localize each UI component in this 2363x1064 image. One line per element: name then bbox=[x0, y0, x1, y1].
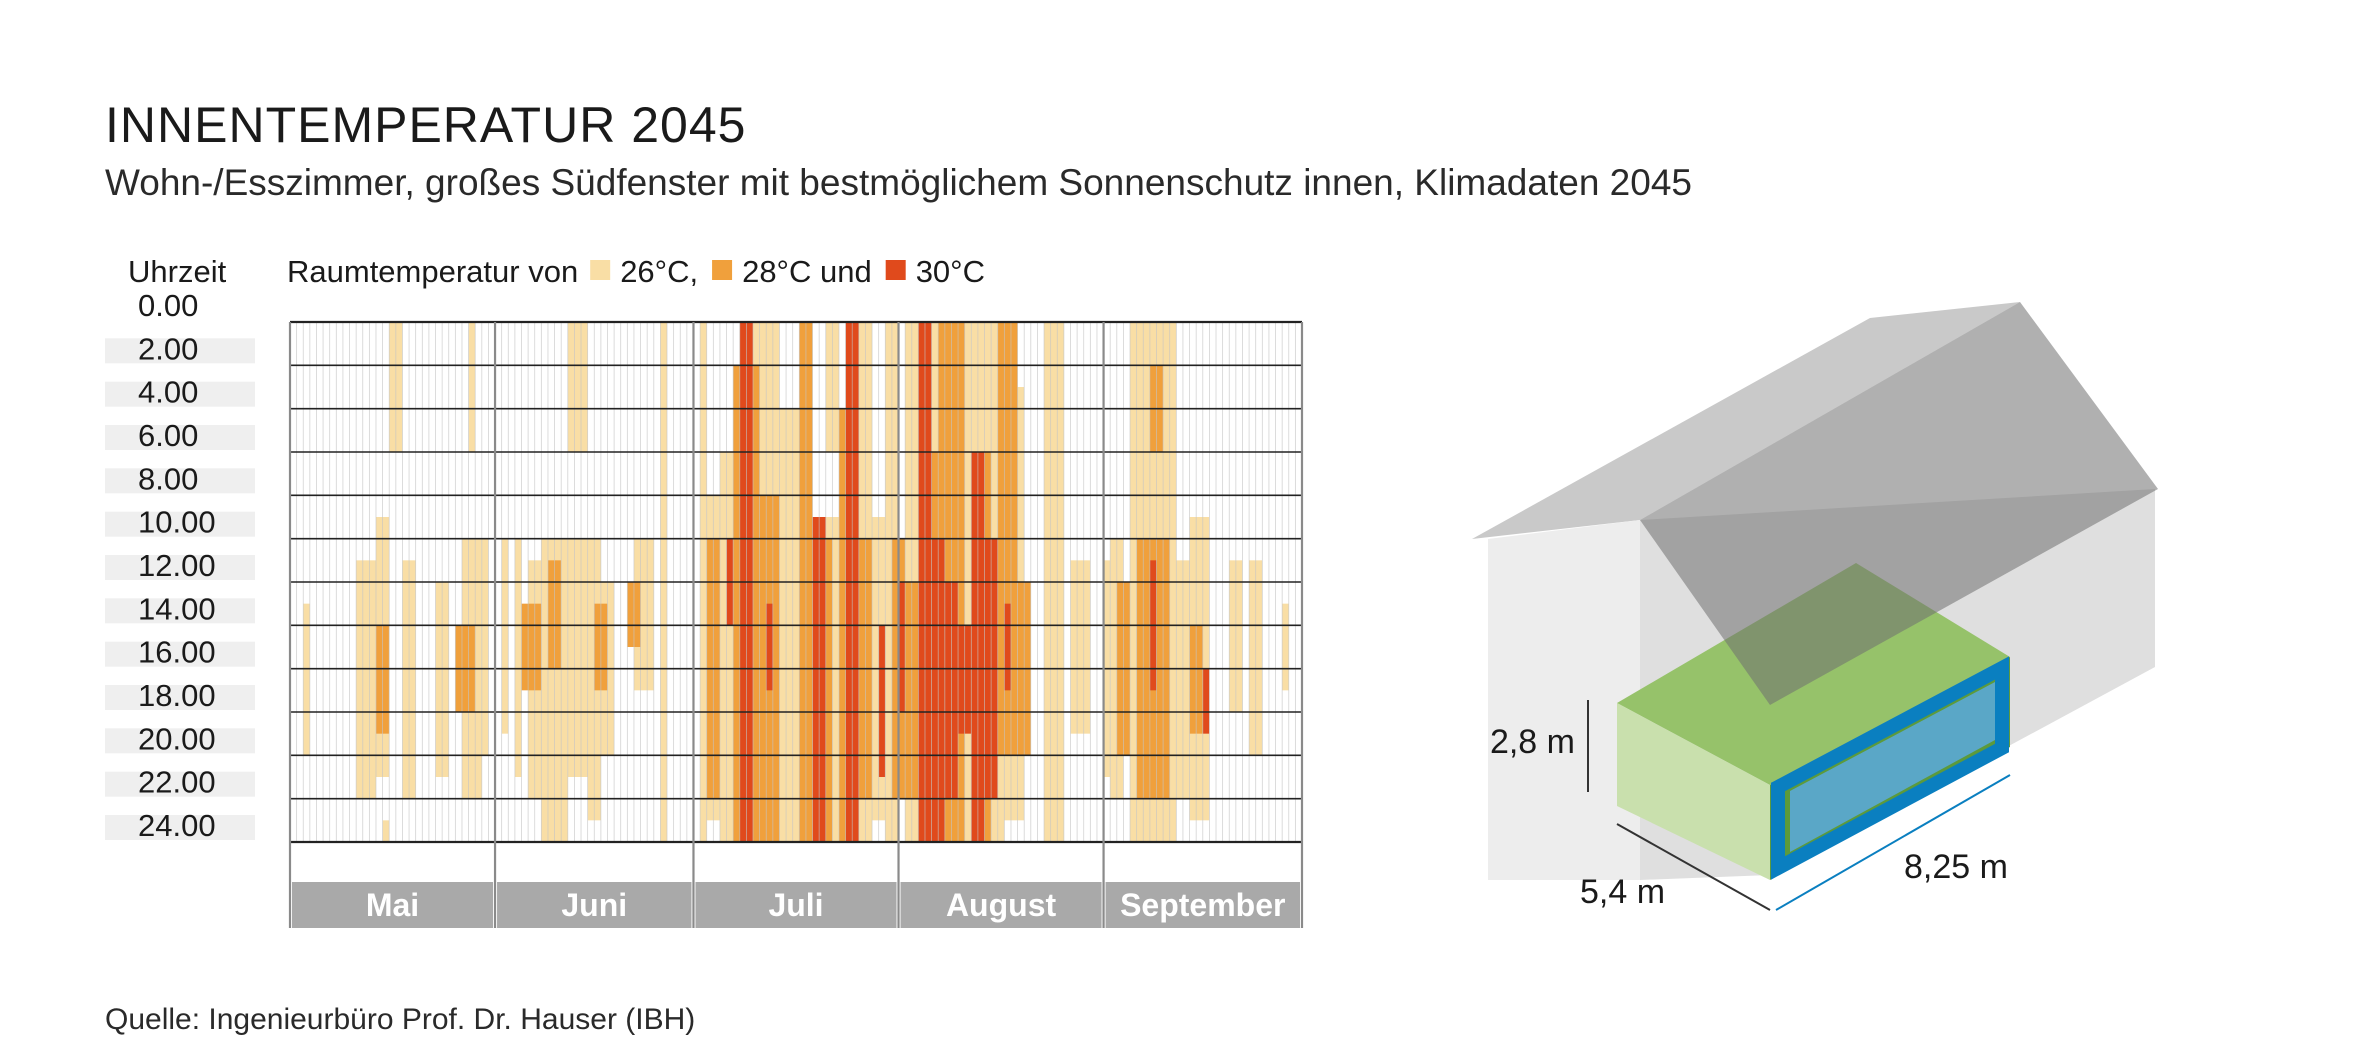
y-tick-label: 24.00 bbox=[138, 808, 216, 843]
y-tick-label: 4.00 bbox=[138, 375, 198, 410]
room-left bbox=[1617, 703, 1770, 880]
legend-prefix: Raumtemperatur von bbox=[287, 254, 578, 289]
heat-band bbox=[514, 538, 522, 777]
y-tick-stripe bbox=[105, 771, 255, 797]
heat-band bbox=[766, 603, 773, 691]
heat-band bbox=[521, 603, 542, 691]
y-tick-label: 6.00 bbox=[138, 418, 198, 453]
heat-band bbox=[303, 603, 310, 756]
y-tick-label: 8.00 bbox=[138, 461, 198, 496]
height-label: 2,8 m bbox=[1490, 723, 1575, 761]
heat-band bbox=[878, 625, 886, 777]
heat-band bbox=[567, 322, 588, 452]
y-tick-label: 16.00 bbox=[138, 635, 216, 670]
legend-item-label: 30°C bbox=[916, 254, 985, 289]
window-glass bbox=[1790, 682, 1995, 852]
source-note: Quelle: Ingenieurbüro Prof. Dr. Hauser (… bbox=[105, 1003, 696, 1036]
legend-item-label: 28°C und bbox=[742, 254, 872, 289]
y-tick-stripe bbox=[105, 555, 255, 580]
y-tick-stripe bbox=[105, 381, 255, 407]
legend-item-label: 26°C, bbox=[620, 254, 698, 289]
y-tick-stripe bbox=[105, 815, 255, 840]
heat-band bbox=[1004, 603, 1011, 691]
house-roof-left bbox=[1472, 302, 2020, 539]
heat-band bbox=[356, 560, 376, 799]
heat-band bbox=[898, 582, 906, 712]
heat-band bbox=[481, 538, 489, 756]
depth-dimension-line bbox=[1616, 823, 1771, 911]
month-label: August bbox=[946, 887, 1057, 923]
y-tick-stripe bbox=[105, 728, 255, 754]
month-label: Juni bbox=[561, 887, 627, 923]
month-bar bbox=[1105, 882, 1300, 928]
heat-band bbox=[567, 538, 588, 777]
chart-subtitle: Wohn-/Esszimmer, großes Südfenster mit b… bbox=[105, 162, 1692, 203]
month-bar bbox=[292, 882, 494, 928]
month-bar bbox=[900, 882, 1102, 928]
heat-band bbox=[1202, 668, 1210, 734]
y-tick-stripe bbox=[105, 598, 255, 624]
y-axis-title: Uhrzeit bbox=[128, 254, 227, 289]
y-tick-label: 2.00 bbox=[138, 331, 198, 366]
y-tick-label: 20.00 bbox=[138, 721, 216, 756]
y-tick-label: 12.00 bbox=[138, 548, 216, 583]
month-bar bbox=[497, 882, 692, 928]
width-dimension-line bbox=[1775, 774, 2011, 911]
heat-band bbox=[1070, 560, 1091, 734]
legend-swatch bbox=[885, 260, 906, 280]
month-label: September bbox=[1120, 887, 1285, 923]
y-tick-stripe bbox=[105, 685, 255, 710]
legend-swatch bbox=[712, 260, 733, 280]
heat-band bbox=[382, 820, 390, 842]
depth-label: 5,4 m bbox=[1580, 873, 1665, 911]
width-label: 8,25 m bbox=[1904, 848, 2008, 886]
y-tick-stripe bbox=[105, 641, 255, 667]
window-frame bbox=[1771, 656, 2009, 880]
month-label: Juli bbox=[768, 887, 823, 923]
heat-band bbox=[468, 322, 476, 452]
heat-band bbox=[501, 538, 509, 734]
y-tick-label: 22.00 bbox=[138, 765, 216, 800]
y-tick-stripe bbox=[105, 511, 255, 537]
y-tick-stripe bbox=[105, 468, 255, 494]
chart-title: INNENTEMPERATUR 2045 bbox=[105, 97, 747, 153]
house-roof-right bbox=[1640, 302, 2158, 705]
month-label: Mai bbox=[366, 887, 419, 923]
y-tick-stripe bbox=[105, 338, 255, 364]
y-tick-label: 10.00 bbox=[138, 505, 216, 540]
y-tick-label: 18.00 bbox=[138, 678, 216, 713]
y-tick-stripe bbox=[105, 425, 255, 450]
heat-band bbox=[633, 538, 654, 691]
month-bar bbox=[695, 882, 897, 928]
house-diagram: 2,8 m 5,4 m 8,25 m bbox=[1472, 302, 2158, 911]
y-tick-label: 14.00 bbox=[138, 591, 216, 626]
legend-swatch bbox=[590, 260, 611, 280]
y-tick-label: 0.00 bbox=[138, 288, 198, 323]
heat-band bbox=[1282, 603, 1289, 691]
house-gable-wall bbox=[1488, 520, 1640, 880]
